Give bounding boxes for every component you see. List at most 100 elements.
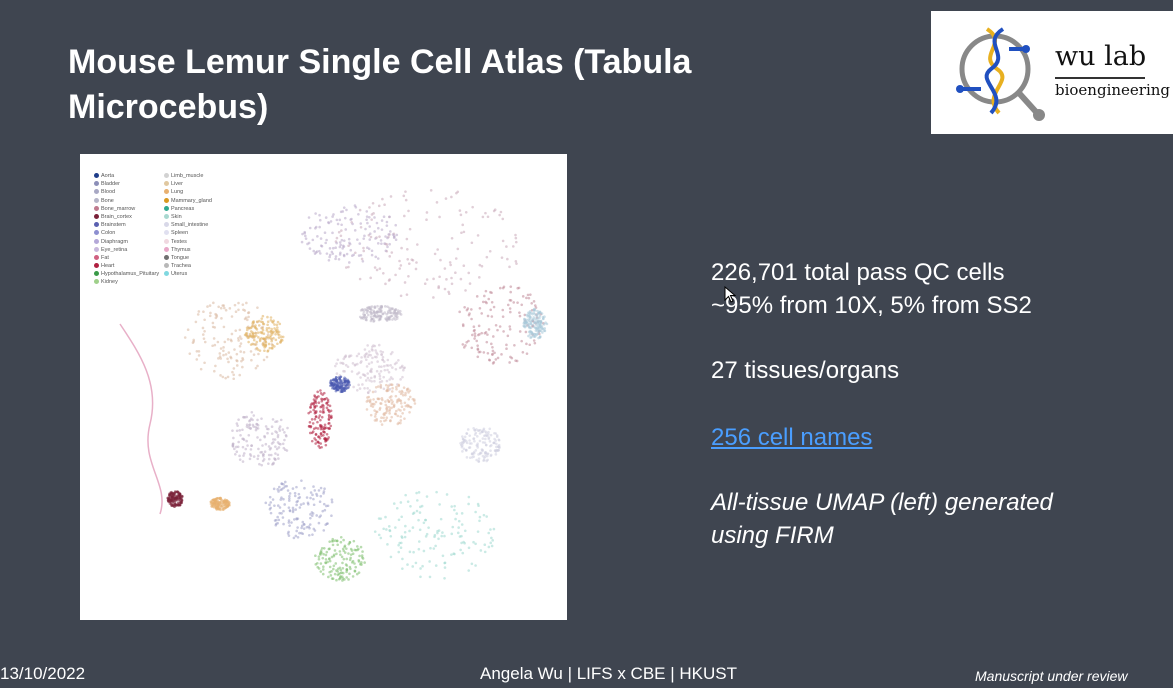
legend-label: Spleen — [171, 230, 188, 236]
umap-cell-point — [457, 526, 460, 529]
umap-cell-point — [373, 216, 376, 219]
umap-cell-point — [383, 387, 386, 390]
umap-cell-point — [487, 433, 490, 436]
umap-cell-point — [450, 505, 453, 508]
umap-cell-point — [248, 336, 251, 339]
umap-cell-point — [318, 558, 321, 561]
umap-cell-point — [375, 316, 378, 319]
umap-cell-point — [336, 388, 339, 391]
umap-cell-point — [406, 258, 409, 261]
umap-cell-point — [311, 533, 314, 536]
legend-label: Bone — [101, 198, 114, 204]
umap-cell-point — [507, 304, 510, 307]
umap-cell-point — [522, 295, 525, 298]
umap-cell-point — [316, 250, 319, 253]
umap-cell-point — [313, 503, 316, 506]
umap-cell-point — [519, 315, 522, 318]
umap-cell-point — [361, 383, 364, 386]
umap-cell-point — [407, 275, 410, 278]
umap-cell-point — [173, 501, 176, 504]
umap-cell-point — [434, 545, 437, 548]
umap-cell-point — [374, 415, 377, 418]
umap-cell-point — [318, 567, 321, 570]
umap-cell-point — [274, 445, 277, 448]
umap-cell-point — [362, 247, 365, 250]
umap-cell-point — [277, 457, 280, 460]
umap-cell-point — [325, 439, 328, 442]
umap-cell-point — [297, 536, 300, 539]
umap-cell-point — [319, 419, 322, 422]
umap-cell-point — [507, 335, 510, 338]
umap-cell-point — [344, 228, 347, 231]
umap-cell-point — [209, 315, 212, 318]
cell-names-link[interactable]: 256 cell names — [711, 421, 872, 454]
legend-label: Colon — [101, 230, 115, 236]
umap-cell-point — [484, 434, 487, 437]
umap-cell-point — [385, 407, 388, 410]
umap-cell-point — [253, 414, 256, 417]
umap-cell-point — [376, 411, 379, 414]
umap-cell-point — [348, 238, 351, 241]
umap-cell-point — [474, 335, 477, 338]
umap-cell-point — [385, 419, 388, 422]
umap-cell-point — [343, 239, 346, 242]
legend-dot — [94, 181, 99, 186]
umap-cell-point — [236, 429, 239, 432]
umap-cell-point — [387, 385, 390, 388]
umap-cell-point — [459, 549, 462, 552]
umap-cell-point — [361, 258, 364, 261]
umap-cell-point — [376, 360, 379, 363]
umap-cell-point — [271, 333, 274, 336]
umap-cell-point — [339, 550, 342, 553]
umap-cell-point — [304, 235, 307, 238]
umap-cell-point — [408, 530, 411, 533]
umap-cell-point — [257, 424, 260, 427]
legend-item: Hypothalamus_Pituitary — [94, 270, 164, 278]
umap-cell-point — [232, 377, 235, 380]
umap-cell-point — [353, 540, 356, 543]
umap-cell-point — [478, 457, 481, 460]
umap-cell-point — [387, 233, 390, 236]
umap-cell-point — [267, 320, 270, 323]
umap-cell-point — [294, 492, 297, 495]
umap-cell-point — [288, 524, 291, 527]
umap-cell-point — [277, 453, 280, 456]
umap-cell-point — [525, 297, 528, 300]
umap-cell-point — [470, 442, 473, 445]
umap-cell-point — [261, 327, 264, 330]
umap-cell-point — [316, 562, 319, 565]
umap-cell-point — [530, 302, 533, 305]
umap-cell-point — [178, 494, 181, 497]
umap-cell-point — [247, 316, 250, 319]
umap-cell-point — [240, 337, 243, 340]
umap-cell-point — [282, 510, 285, 513]
umap-cell-point — [409, 228, 412, 231]
umap-cell-point — [344, 551, 347, 554]
umap-cell-point — [360, 360, 363, 363]
umap-cell-point — [271, 347, 274, 350]
umap-cell-point — [383, 203, 386, 206]
umap-cell-point — [333, 555, 336, 558]
umap-cell-point — [360, 356, 363, 359]
umap-cell-point — [288, 506, 291, 509]
umap-cell-point — [240, 360, 243, 363]
umap-cell-point — [454, 271, 457, 274]
umap-cell-point — [527, 311, 530, 314]
umap-cell-point — [362, 313, 365, 316]
umap-cell-point — [279, 506, 282, 509]
umap-cell-point — [340, 569, 343, 572]
umap-cell-point — [378, 344, 381, 347]
footer-status: Manuscript under review — [975, 668, 1128, 684]
umap-cell-point — [334, 246, 337, 249]
umap-cell-point — [188, 352, 191, 355]
umap-cell-point — [391, 390, 394, 393]
umap-cell-point — [396, 415, 399, 418]
umap-cell-point — [254, 343, 257, 346]
umap-cell-point — [531, 332, 534, 335]
umap-cell-point — [320, 432, 323, 435]
umap-cell-point — [512, 245, 515, 248]
umap-cell-point — [382, 272, 385, 275]
umap-cell-point — [453, 553, 456, 556]
umap-cell-point — [301, 525, 304, 528]
umap-cell-point — [206, 305, 209, 308]
